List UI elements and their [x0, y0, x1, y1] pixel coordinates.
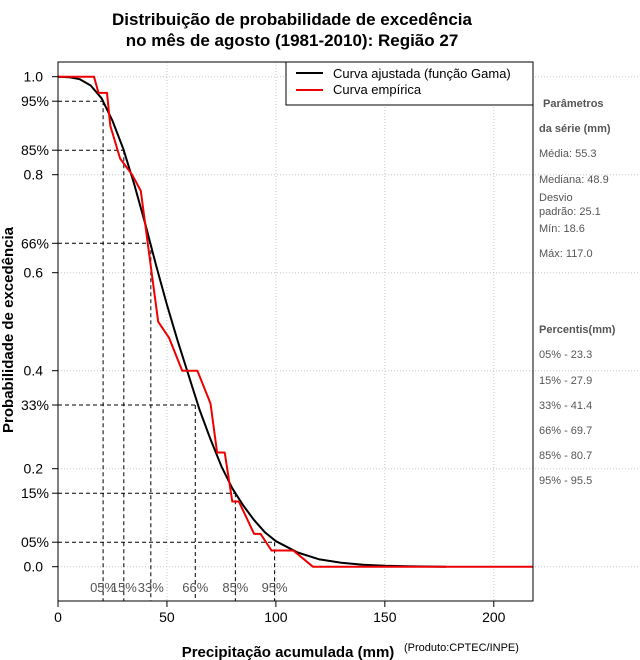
x-pct-label-66%: 66%: [182, 580, 208, 595]
params-heading-2: da série (mm): [539, 123, 611, 135]
x-tick-label-0: 0: [54, 609, 62, 625]
x-axis-ticks: 0 50 100 150 200: [54, 601, 506, 625]
x-pct-label-05%: 05%: [90, 580, 116, 595]
y-pct-label-66%: 66%: [21, 235, 49, 251]
y-tick-label-3: 0.6: [24, 265, 44, 281]
y-tick-label-0: 0.0: [24, 559, 44, 575]
series-lines: [57, 75, 533, 568]
y-axis-label: Probabilidade de excedência: [0, 226, 17, 433]
x-pct-label-15%: 15%: [111, 580, 137, 595]
product-credit: (Produto:CPTEC/INPE): [404, 642, 519, 654]
fitted-gamma-curve: [57, 75, 446, 568]
percentil-05: 05% - 23.3: [539, 349, 592, 361]
legend: Curva ajustada (função Gama) Curva empír…: [285, 61, 534, 106]
percentil-85: 85% - 80.7: [539, 450, 592, 462]
legend-label-empirical: Curva empírica: [333, 82, 422, 97]
x-axis-label: Precipitação acumulada (mm): [182, 644, 395, 660]
param-desvio-2: padrão: 25.1: [539, 206, 601, 218]
y-tick-label-2: 0.4: [24, 363, 44, 379]
x-tick-label-100: 100: [264, 609, 288, 625]
y-pct-label-85%: 85%: [21, 142, 49, 158]
percentil-95: 95% - 95.5: [539, 475, 592, 487]
chart-title-line-2: no mês de agosto (1981-2010): Região 27: [126, 31, 459, 50]
percentil-33: 33% - 41.4: [539, 400, 592, 412]
y-pct-label-33%: 33%: [21, 397, 49, 413]
param-media: Média: 55.3: [539, 148, 596, 160]
side-panel: Parâmetros da série (mm) Média: 55.3 Med…: [539, 98, 616, 487]
percentil-15: 15% - 27.9: [539, 375, 592, 387]
x-tick-label-150: 150: [373, 609, 397, 625]
param-mediana: Mediana: 48.9: [539, 174, 609, 186]
legend-label-fitted: Curva ajustada (função Gama): [333, 66, 511, 81]
y-pct-label-95%: 95%: [21, 93, 49, 109]
plot-frame: [57, 61, 534, 602]
legend-box: [285, 61, 534, 106]
x-pct-label-33%: 33%: [138, 580, 164, 595]
param-min: Mín: 18.6: [539, 223, 585, 235]
y-tick-label-5: 1.0: [24, 69, 44, 85]
percentil-66: 66% - 69.7: [539, 425, 592, 437]
percentis-heading: Percentis(mm): [539, 324, 616, 336]
param-desvio-1: Desvio: [539, 192, 573, 204]
percentile-marker-labels: 05%15% 33% 66% 85% 95%: [90, 580, 288, 595]
chart-title-line-1: Distribuição de probabilidade de excedên…: [112, 10, 472, 29]
empirical-curve: [58, 75, 533, 568]
y-tick-label-4: 0.8: [24, 167, 44, 183]
y-axis-ticks: 0.0 0.2 0.4 0.6 0.8 1.0 95% 85% 66% 33% 15% 05%: [21, 69, 58, 575]
y-pct-label-15%: 15%: [21, 485, 49, 501]
x-tick-label-200: 200: [482, 609, 506, 625]
y-tick-label-1: 0.2: [24, 461, 44, 477]
percentile-guides: [58, 100, 276, 601]
param-max: Máx: 117.0: [539, 248, 593, 260]
y-pct-label-05%: 05%: [21, 534, 49, 550]
x-pct-label-85%: 85%: [222, 580, 248, 595]
x-tick-label-50: 50: [159, 609, 175, 625]
params-heading-1: Parâmetros: [543, 98, 604, 110]
x-pct-label-95%: 95%: [262, 580, 288, 595]
